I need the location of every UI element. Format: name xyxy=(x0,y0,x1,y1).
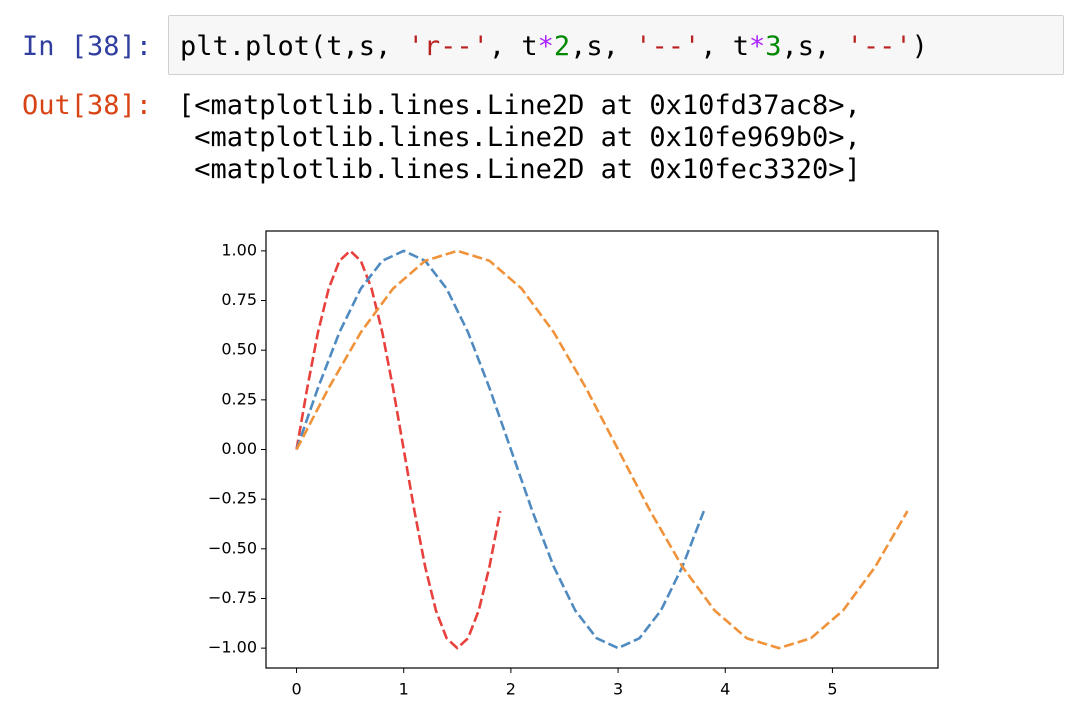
code-token: , t xyxy=(488,31,538,62)
plot-frame xyxy=(265,230,939,669)
y-tick-label: 0.00 xyxy=(221,439,257,458)
input-prompt: In [38]: xyxy=(22,31,153,62)
code-token: ) xyxy=(911,31,928,62)
x-tick-label: 3 xyxy=(613,680,623,699)
x-tick-label: 4 xyxy=(720,680,730,699)
y-tick-label: −0.25 xyxy=(208,489,257,508)
x-tick-label: 0 xyxy=(291,680,301,699)
y-tick-label: 1.00 xyxy=(221,240,257,259)
code-token: '--' xyxy=(846,31,912,62)
code-token: 2 xyxy=(553,31,571,62)
y-tick-label: −1.00 xyxy=(208,638,257,657)
code: plt.plot(t,s, 'r--', t*2,s, '--', t*3,s,… xyxy=(180,31,928,63)
output-text: [<matplotlib.lines.Line2D at 0x10fd37ac8… xyxy=(178,90,861,186)
y-tick-label: 0.75 xyxy=(221,290,257,309)
x-tick-label: 1 xyxy=(399,680,409,699)
y-tick-label: −0.50 xyxy=(208,538,257,557)
y-tick-label: 0.25 xyxy=(221,389,257,408)
code-cell[interactable] xyxy=(168,15,1064,75)
code-token: 3 xyxy=(765,31,782,62)
code-token: plt.plot(t,s, xyxy=(180,31,408,62)
line-series xyxy=(295,249,909,650)
output-line: <matplotlib.lines.Line2D at 0x10fec3320>… xyxy=(178,154,861,185)
y-tick-label: 0.50 xyxy=(221,340,257,359)
y-tick-label: −0.75 xyxy=(208,588,257,607)
code-token: * xyxy=(749,31,766,62)
code-token: ,s, xyxy=(570,31,636,62)
x-tick-label: 5 xyxy=(827,680,837,699)
output-line: <matplotlib.lines.Line2D at 0x10fe969b0>… xyxy=(178,122,861,153)
code-token: 'r--' xyxy=(407,31,489,62)
code-token: '--' xyxy=(635,31,701,62)
code-token: ,s, xyxy=(781,31,847,62)
output-prompt: Out[38]: xyxy=(22,90,153,121)
code-token: * xyxy=(537,31,554,62)
output-line: [<matplotlib.lines.Line2D at 0x10fd37ac8… xyxy=(178,90,861,121)
line-series xyxy=(295,249,502,650)
line-series xyxy=(295,249,706,650)
x-tick-label: 2 xyxy=(506,680,516,699)
code-token: , t xyxy=(700,31,750,62)
